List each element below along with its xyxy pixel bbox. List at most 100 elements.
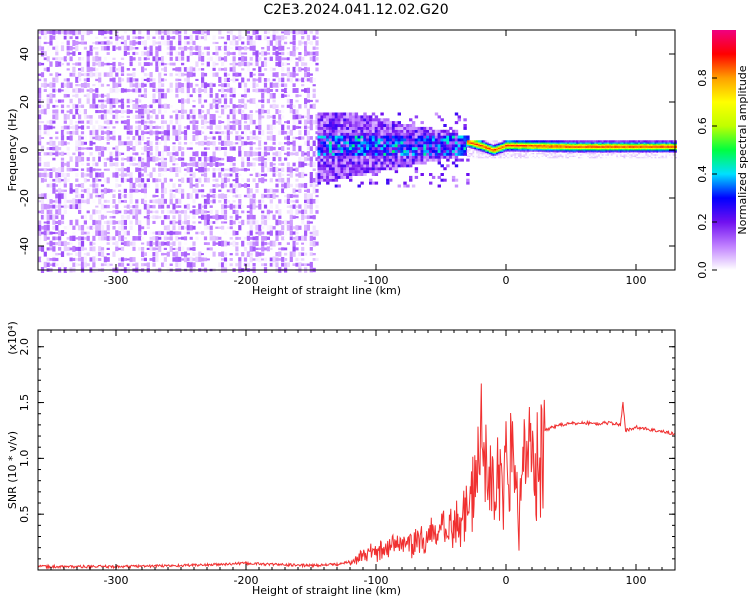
- spectrogram-cell: [201, 72, 205, 78]
- spectrogram-cell: [323, 178, 327, 182]
- spectrogram-cell: [43, 131, 47, 135]
- spectrogram-cell: [172, 110, 176, 113]
- spectrogram-cell: [60, 89, 65, 92]
- spectrogram-cell: [286, 198, 290, 204]
- spectrogram-cell: [129, 262, 133, 268]
- spectrogram-cell: [201, 110, 205, 113]
- spectrogram-cell: [505, 152, 508, 155]
- spectrogram-cell: [309, 261, 313, 268]
- spectrogram-cell: [155, 141, 159, 145]
- spectrogram-cell: [383, 155, 387, 159]
- spectrogram-cell: [499, 146, 503, 150]
- spectrogram-cell: [178, 262, 182, 267]
- spectrogram-cell: [149, 199, 153, 203]
- spectrogram-cell: [295, 61, 299, 67]
- spectrogram-cell: [66, 242, 70, 246]
- spectrogram-cell: [100, 193, 105, 199]
- spectrogram-cell: [69, 257, 73, 262]
- spectrogram-cell: [135, 236, 139, 241]
- spectrogram-cell: [206, 220, 210, 225]
- spectrogram-cell: [189, 210, 193, 214]
- spectrogram-cell: [203, 242, 208, 245]
- spectrogram-cell: [269, 188, 273, 194]
- spectrogram-cell: [95, 93, 99, 98]
- spectrogram-cell: [58, 230, 62, 236]
- spectrogram-cell: [317, 152, 321, 156]
- spectrogram-cell: [481, 149, 484, 152]
- spectrogram-cell: [488, 145, 492, 148]
- spectrogram-cell: [543, 142, 546, 146]
- spectrogram-cell: [218, 67, 222, 71]
- spectrogram-cell: [86, 231, 90, 235]
- spectrogram-cell: [75, 45, 79, 51]
- spectrogram-cell: [223, 168, 228, 171]
- spectrogram-cell: [58, 183, 62, 188]
- spectrogram-cell: [289, 166, 293, 173]
- spectrogram-cell: [507, 150, 510, 153]
- spectrogram-cell: [369, 115, 373, 119]
- spectrogram-cell: [229, 98, 233, 104]
- spectrogram-cell: [98, 115, 102, 119]
- spectrogram-cell: [112, 172, 116, 178]
- spectrogram-cell: [343, 161, 347, 165]
- spectrogram-cell: [118, 220, 122, 225]
- spectrogram-cell: [266, 109, 270, 114]
- spectrogram-cell: [275, 166, 279, 173]
- spectrogram-cell: [106, 157, 110, 161]
- spectrogram-cell: [223, 45, 228, 51]
- spectrogram-cell: [218, 135, 222, 141]
- spectrogram-cell: [304, 30, 308, 35]
- spectrogram-cell: [175, 163, 179, 166]
- spectrogram-cell: [479, 142, 483, 146]
- spectrogram-cell: [295, 262, 299, 267]
- spectrogram-cell: [499, 149, 503, 152]
- spectrogram-cell: [343, 118, 347, 122]
- spectrogram-cell: [52, 114, 56, 120]
- spectrogram-cell: [206, 109, 210, 115]
- spectrogram-cell: [40, 46, 45, 51]
- spectrogram-cell: [106, 231, 110, 235]
- spectrogram-cell: [43, 178, 47, 182]
- spectrogram-cell: [129, 130, 133, 135]
- spectrogram-cell: [269, 82, 273, 88]
- spectrogram-cell: [512, 152, 515, 155]
- spectrogram-cell: [508, 142, 512, 146]
- spectrogram-cell: [49, 168, 53, 171]
- spectrogram-cell: [603, 144, 606, 147]
- spectrogram-cell: [66, 252, 70, 256]
- spectrogram-cell: [284, 36, 288, 40]
- spectrogram-cell: [406, 129, 410, 133]
- spectrogram-cell: [556, 144, 559, 147]
- spectrogram-cell: [46, 56, 50, 62]
- spectrogram-cell: [115, 145, 119, 152]
- spectrogram-cell: [83, 46, 87, 50]
- spectrogram-cell: [106, 46, 110, 51]
- spectrogram-cell: [38, 188, 42, 194]
- spectrogram-cell: [192, 246, 196, 251]
- spectrogram-cell: [331, 144, 336, 148]
- spectrogram-cell: [383, 129, 387, 133]
- spectrogram-cell: [306, 224, 310, 231]
- spectrogram-cell: [312, 93, 316, 98]
- spectrogram-cell: [226, 105, 230, 108]
- spectrogram-cell: [63, 177, 67, 184]
- spectrogram-cell: [528, 148, 532, 151]
- spectrogram-cell: [298, 120, 302, 125]
- spectrogram-cell: [60, 189, 65, 193]
- spectrogram-cell: [383, 144, 387, 148]
- spectrogram-cell: [607, 141, 610, 144]
- spectrogram-cell: [118, 36, 122, 39]
- spectrogram-cell: [503, 154, 506, 157]
- spectrogram-cell: [616, 142, 619, 146]
- spectrogram-cell: [479, 148, 483, 151]
- spectrogram-cell: [249, 241, 253, 246]
- spectrogram-cell: [38, 31, 42, 34]
- spectrogram-cell: [494, 140, 497, 143]
- spectrogram-cell: [603, 149, 606, 152]
- spectrogram-cell: [460, 141, 464, 145]
- spectrogram-cell: [218, 89, 222, 92]
- spectrogram-cell: [599, 150, 603, 153]
- spectrogram-cell: [472, 154, 475, 157]
- spectrogram-cell: [181, 98, 185, 104]
- spectrogram-cell: [295, 99, 299, 103]
